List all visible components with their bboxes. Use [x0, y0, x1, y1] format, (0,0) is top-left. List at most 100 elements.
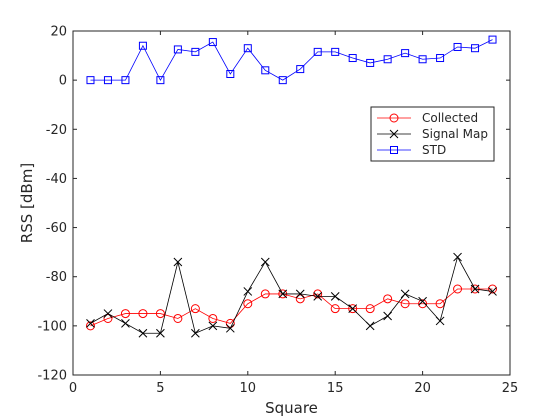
data-point-std: [173, 45, 182, 54]
data-point-collected: [418, 299, 428, 309]
data-point-std: [436, 54, 445, 63]
data-point-std: [401, 49, 410, 58]
x-tick-label: 20: [414, 381, 431, 396]
data-point-collected: [243, 299, 253, 309]
data-point-signal-map: [173, 257, 183, 267]
data-point-collected: [85, 321, 95, 331]
data-point-signal-map: [488, 287, 497, 296]
legend-marker-signal-map-stroke-b: [389, 129, 399, 139]
data-point-collected: [348, 304, 358, 314]
legend-marker-signal-map: [389, 129, 399, 139]
data-point-signal-map-stroke-b: [348, 304, 358, 314]
data-point-signal-map-stroke-b: [470, 284, 480, 294]
data-point-collected: [383, 294, 393, 304]
x-axis-label: Square: [265, 399, 318, 417]
data-point-signal-map-stroke-b: [330, 292, 340, 301]
data-point-std: [471, 44, 480, 53]
data-point-std: [208, 38, 217, 47]
data-point-signal-map-stroke-b: [191, 328, 200, 338]
data-point-signal-map: [295, 289, 305, 299]
data-point-std: [488, 35, 497, 44]
data-point-collected: [313, 289, 323, 299]
data-point-signal-map-stroke-b: [453, 252, 462, 262]
data-point-std: [331, 47, 340, 56]
data-point-collected: [173, 313, 183, 323]
series-line-std: [90, 39, 493, 81]
data-point-std: [226, 70, 235, 78]
plot-area: [73, 31, 510, 375]
data-point-signal-map: [435, 316, 445, 326]
data-point-collected: [435, 299, 445, 309]
x-tick-label: 25: [502, 381, 519, 396]
y-tick-label: -80: [46, 270, 67, 285]
data-point-signal-map-stroke-b: [295, 289, 305, 299]
data-point-signal-map-stroke-b: [278, 289, 288, 299]
y-tick-label: -100: [37, 319, 67, 334]
data-point-std: [453, 42, 462, 51]
data-point-std: [103, 76, 112, 85]
data-point-signal-map: [191, 328, 200, 338]
legend-marker-std: [390, 146, 398, 154]
data-point-std: [86, 76, 95, 85]
plot-frame: [72, 30, 511, 376]
series-std: [86, 35, 497, 85]
tick-layer: 0 5 10 15 20 25 -120 -100 -80 -60 -40 -20 0 20: [37, 25, 518, 397]
data-point-signal-map: [313, 292, 323, 301]
data-point-signal-map-stroke-b: [313, 292, 323, 301]
legend: Collected Signal Map STD: [370, 106, 495, 162]
data-point-signal-map: [418, 296, 427, 306]
data-point-std: [313, 47, 322, 56]
data-point-signal-map: [208, 321, 218, 331]
y-tick-label: -60: [46, 221, 67, 236]
series-signal-map: [86, 252, 497, 338]
data-point-signal-map: [156, 328, 165, 338]
data-point-std: [243, 44, 252, 53]
data-point-signal-map-stroke-b: [400, 289, 410, 299]
x-tick-label: 10: [240, 381, 257, 396]
data-point-collected: [103, 313, 113, 323]
data-point-signal-map: [330, 292, 340, 301]
x-tick-label: 5: [156, 381, 164, 396]
data-point-signal-map: [225, 323, 235, 333]
data-point-collected: [488, 284, 498, 294]
data-point-collected: [138, 309, 148, 319]
x-tick-label: 0: [69, 381, 77, 396]
data-point-signal-map: [138, 328, 148, 338]
data-point-std: [121, 76, 130, 85]
data-point-signal-map: [278, 289, 288, 299]
data-point-signal-map-stroke-b: [225, 323, 235, 333]
series-layer: [85, 35, 498, 338]
y-axis-label: RSS [dBm]: [18, 163, 36, 243]
data-point-collected: [365, 304, 375, 314]
data-point-signal-map-stroke-b: [365, 321, 375, 331]
data-point-signal-map-stroke-b: [418, 296, 427, 306]
data-point-std: [156, 76, 165, 85]
legend-label-signal-map: Signal Map: [422, 127, 488, 141]
data-point-signal-map-stroke-b: [435, 316, 445, 326]
data-point-std: [278, 76, 287, 85]
data-point-std: [418, 55, 427, 64]
data-point-collected: [470, 284, 480, 294]
data-point-signal-map-stroke-b: [260, 257, 270, 267]
data-point-signal-map: [86, 319, 95, 328]
legend-label-collected: Collected: [422, 111, 478, 125]
data-point-signal-map: [348, 304, 358, 314]
data-point-signal-map: [103, 309, 113, 318]
data-point-std: [138, 41, 147, 50]
y-tick-label: -120: [37, 369, 67, 384]
data-point-std: [366, 58, 375, 67]
data-point-collected: [120, 309, 130, 319]
y-tick-label: -20: [46, 123, 67, 138]
data-point-collected: [295, 294, 305, 304]
data-point-std: [296, 65, 305, 74]
data-point-collected: [400, 299, 410, 309]
legend-label-std: STD: [422, 143, 446, 157]
data-point-signal-map-stroke-b: [156, 328, 165, 338]
data-point-collected: [155, 309, 165, 319]
data-point-signal-map: [470, 284, 480, 294]
y-tick-label: 20: [50, 25, 67, 40]
data-point-signal-map-stroke-b: [208, 321, 218, 331]
data-point-signal-map: [400, 289, 410, 299]
data-point-std: [261, 66, 270, 75]
